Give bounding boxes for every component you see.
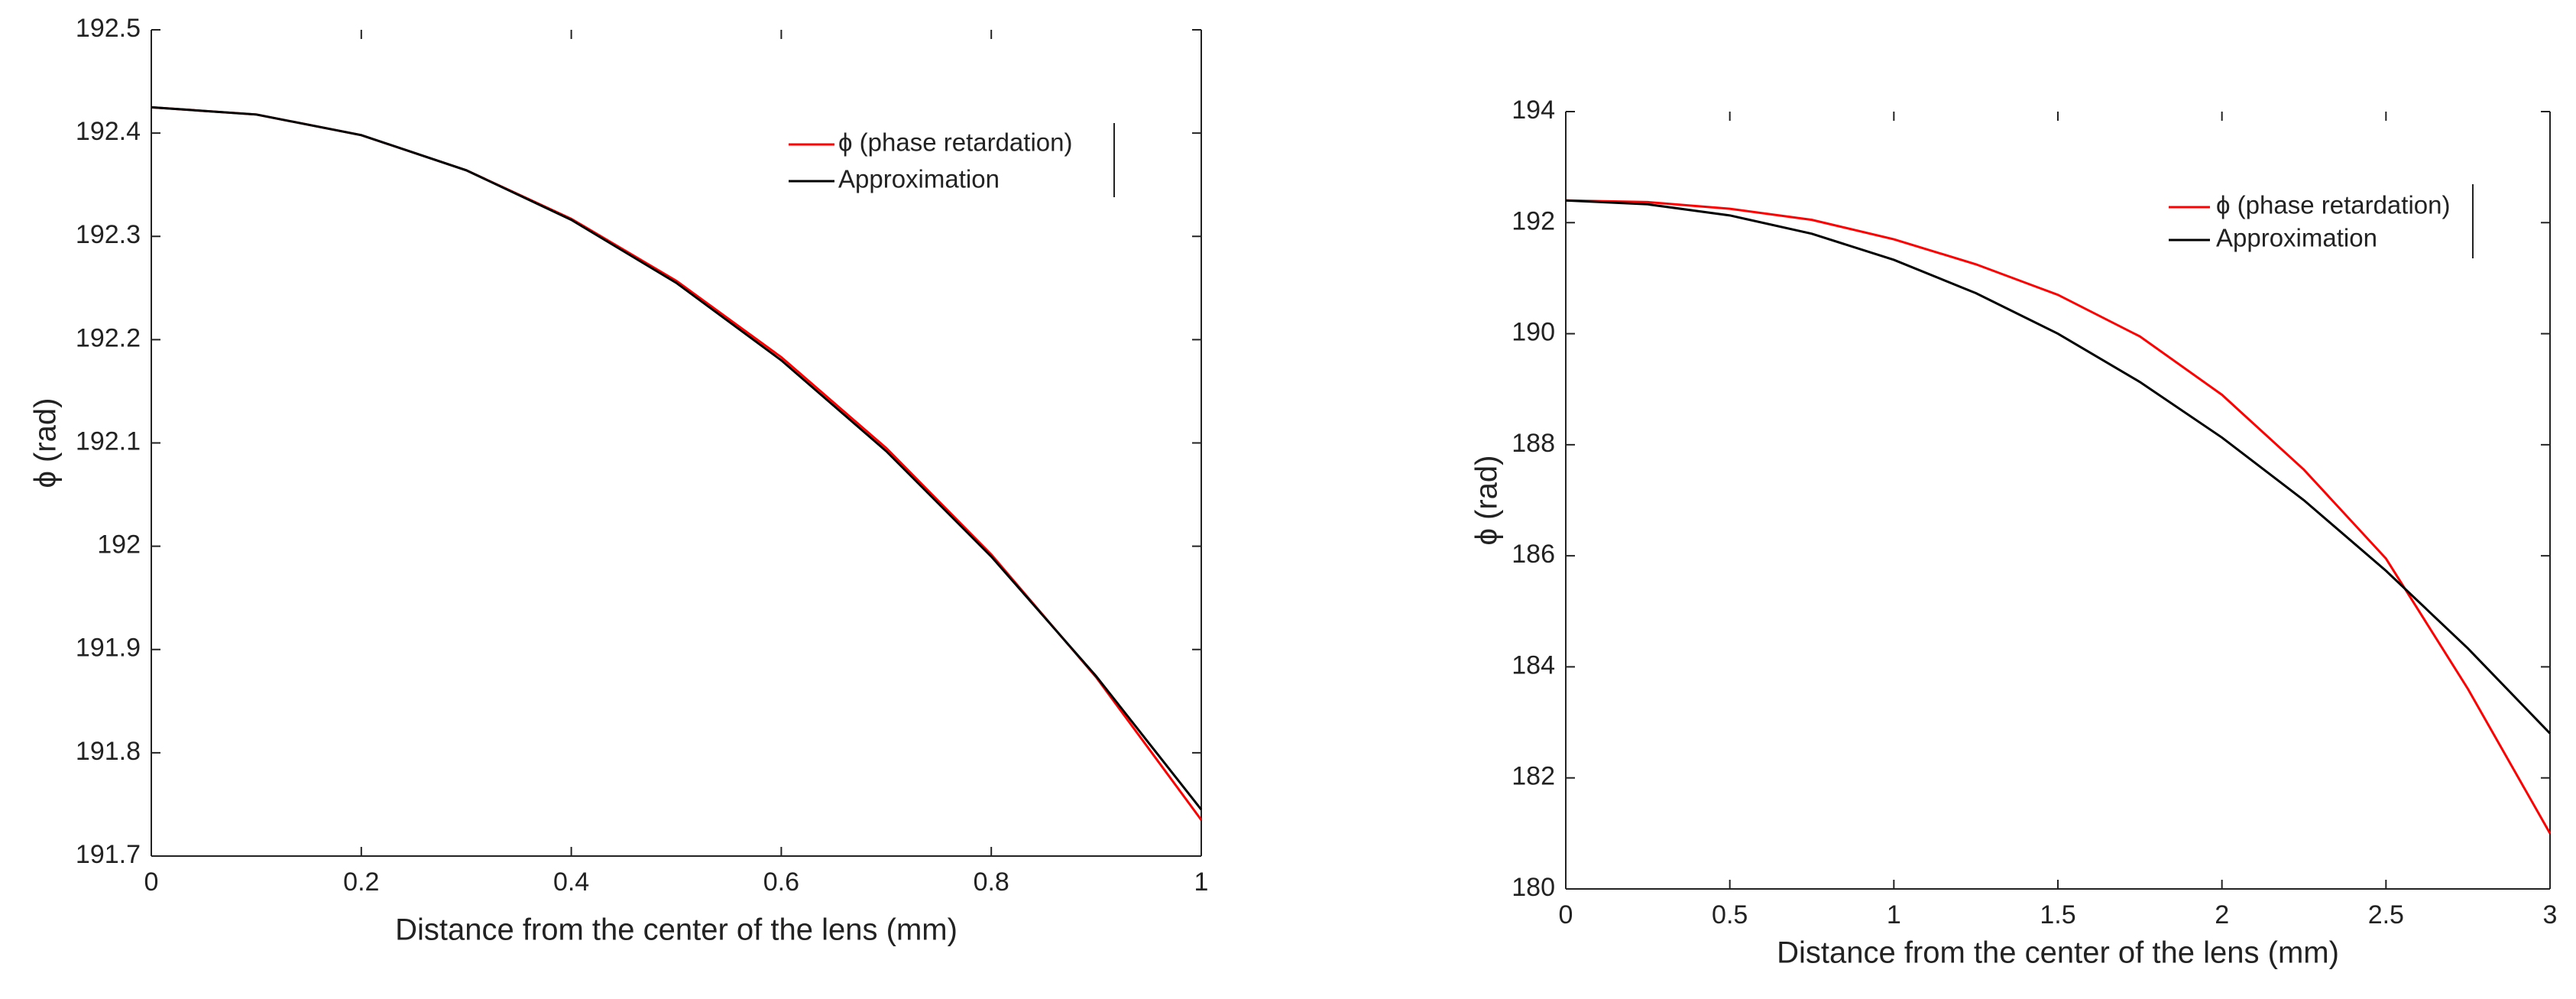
x-tick-label: 0.4	[553, 868, 589, 897]
x-axis-title: Distance from the center of the lens (mm…	[395, 913, 957, 947]
y-axis-title: ϕ (rad)	[29, 398, 63, 488]
y-tick-label: 192.5	[76, 14, 141, 43]
x-tick-label: 0.5	[1712, 900, 1748, 929]
y-tick-label: 184	[1512, 650, 1555, 680]
legend-label: Approximation	[2216, 224, 2377, 252]
y-tick-label: 190	[1512, 318, 1555, 347]
y-tick-label: 192.3	[76, 220, 141, 249]
x-axis-title: Distance from the center of the lens (mm…	[1777, 936, 2339, 970]
x-tick-label: 0	[144, 868, 159, 897]
y-tick-label: 192	[1512, 206, 1555, 235]
y-tick-label: 192.2	[76, 323, 141, 352]
x-tick-label: 0.8	[974, 868, 1009, 897]
y-tick-label: 192.4	[76, 117, 141, 146]
y-tick-label: 182	[1512, 762, 1555, 791]
x-tick-label: 0	[1559, 900, 1573, 929]
series-line	[151, 105, 1203, 811]
y-tick-label: 191.8	[76, 737, 141, 766]
series-line	[151, 105, 1203, 821]
series-line	[1565, 199, 2552, 735]
x-tick-label: 0.6	[763, 868, 799, 897]
x-tick-label: 2	[2215, 900, 2229, 929]
y-tick-label: 188	[1512, 429, 1555, 458]
legend-label: ϕ (phase retardation)	[2216, 191, 2450, 219]
y-axis-title: ϕ (rad)	[1470, 456, 1504, 546]
legend-label: Approximation	[838, 165, 1000, 193]
x-tick-label: 1	[1194, 868, 1209, 897]
y-tick-label: 192	[97, 530, 141, 560]
y-tick-label: 191.9	[76, 634, 141, 663]
y-tick-label: 180	[1512, 873, 1555, 902]
y-tick-label: 186	[1512, 540, 1555, 569]
y-tick-label: 191.7	[76, 840, 141, 869]
x-tick-label: 1.5	[2040, 900, 2075, 929]
y-tick-label: 194	[1512, 96, 1555, 125]
x-tick-label: 1	[1887, 900, 1901, 929]
y-tick-label: 192.1	[76, 427, 141, 456]
x-tick-label: 3	[2543, 900, 2558, 929]
series-line	[1565, 199, 2552, 835]
legend-label: ϕ (phase retardation)	[838, 128, 1072, 157]
x-tick-label: 0.2	[343, 868, 379, 897]
x-tick-label: 2.5	[2368, 900, 2404, 929]
